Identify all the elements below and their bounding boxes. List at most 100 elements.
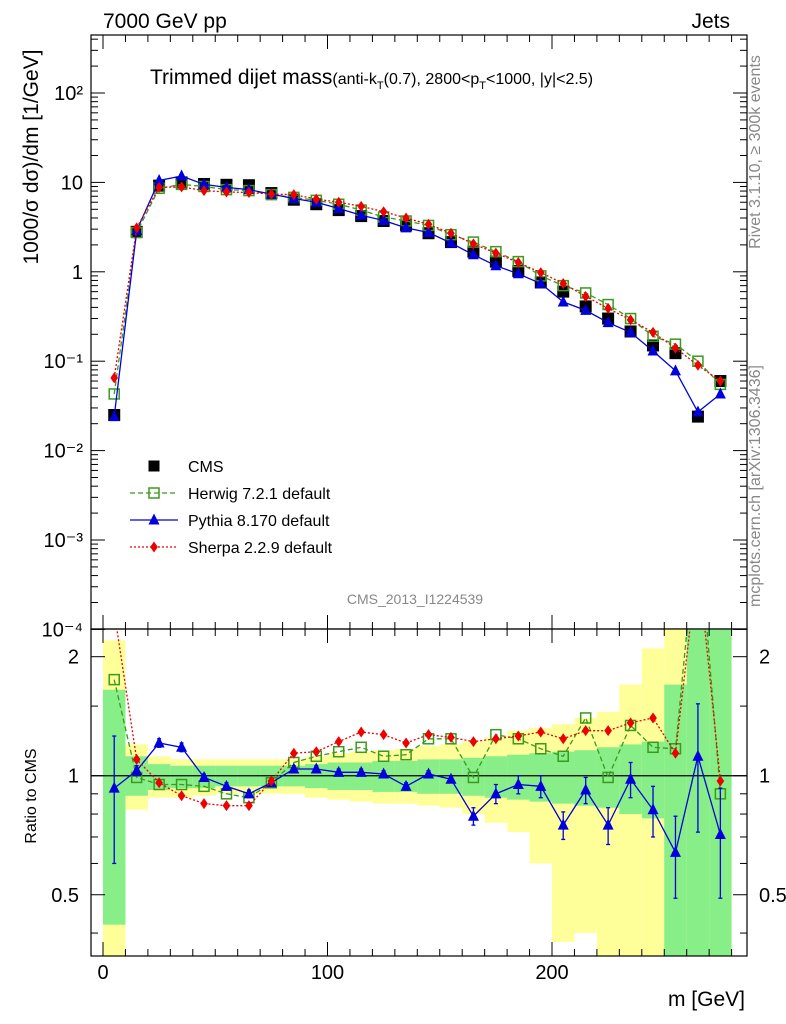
ratio-point <box>445 772 457 784</box>
ratio-tick-label: 0.5 <box>51 885 79 907</box>
ratio-point <box>402 737 410 749</box>
ratio-point <box>177 790 186 802</box>
ratio-point <box>267 775 276 787</box>
legend-marker <box>150 541 158 553</box>
ratio-point <box>490 787 502 799</box>
ratio-point <box>288 762 300 774</box>
ratio-tick-label: 1 <box>68 766 79 788</box>
title-sub-1: (anti-k <box>332 71 377 88</box>
y-tick-label: 10² <box>54 83 83 105</box>
y-tick-label: 1 <box>72 262 83 284</box>
ratio-point <box>557 750 569 763</box>
ratio-y-axis-label: Ratio to CMS <box>23 748 40 843</box>
uncertainty-band-green <box>596 747 620 808</box>
ratio-point <box>647 803 659 815</box>
legend-item: Pythia 8.170 default <box>130 513 330 530</box>
data-point <box>355 208 367 220</box>
ratio-point <box>175 778 188 791</box>
mcplots-label: mcplots.cern.ch [arXiv:1306.3436] <box>747 365 764 607</box>
data-point <box>692 405 704 417</box>
ratio-point <box>379 729 388 741</box>
main-y-axis-label: 1000/σ dσ)/dm [1/GeV] <box>20 49 43 264</box>
data-point <box>536 267 545 279</box>
uncertainty-band-yellow <box>574 717 597 934</box>
x-axis-label: m [GeV] <box>668 988 745 1011</box>
analysis-watermark: CMS_2013_I1224539 <box>347 591 483 607</box>
ratio-point <box>200 798 208 810</box>
legend-marker <box>148 487 160 499</box>
ratio-point <box>357 726 366 738</box>
series-line <box>113 186 721 382</box>
data-point <box>649 326 657 338</box>
legend-label: Sherpa 2.2.9 default <box>188 540 333 557</box>
data-point <box>222 186 231 198</box>
data-point <box>602 316 614 328</box>
ratio-point <box>647 741 659 754</box>
data-point <box>379 206 388 218</box>
data-point <box>402 212 410 224</box>
series-3 <box>110 181 725 387</box>
data-point <box>334 196 343 208</box>
ratio-plot-frame <box>90 628 748 957</box>
ratio-point <box>153 736 165 748</box>
legend-marker <box>148 460 160 472</box>
ratio-point <box>671 747 680 759</box>
ratio-tick-label-right: 0.5 <box>759 885 786 907</box>
ratio-point <box>378 767 390 779</box>
ratio-point <box>604 725 612 737</box>
ratio-point <box>243 787 255 799</box>
ratio-point <box>131 764 143 776</box>
ratio-point <box>176 740 188 752</box>
ratio-point <box>559 733 568 745</box>
ratio-point <box>377 750 390 763</box>
ratio-point <box>222 800 231 812</box>
ratio-point <box>312 746 321 758</box>
title-sub-2: (0.7), 2800<p <box>384 71 480 88</box>
header-right: Jets <box>691 10 730 33</box>
ratio-point <box>108 781 120 793</box>
data-point <box>153 174 165 186</box>
data-point <box>490 259 502 271</box>
data-point <box>557 295 569 307</box>
series-2 <box>108 169 726 422</box>
ratio-point <box>289 747 298 759</box>
data-point <box>400 221 412 233</box>
ratio-point <box>492 733 500 745</box>
ratio-point <box>716 775 725 787</box>
ratio-tick-label-right: 2 <box>759 647 770 669</box>
x-tick-label: 0 <box>97 962 108 984</box>
data-point <box>200 185 208 197</box>
legend-marker <box>148 513 160 525</box>
ratio-point <box>155 777 163 789</box>
ratio-point <box>694 555 702 566</box>
data-point <box>198 177 210 189</box>
legend-label: Pythia 8.170 default <box>188 513 330 530</box>
data-point <box>581 290 590 302</box>
uncertainty-band-green <box>552 751 575 804</box>
ratio-point <box>557 818 569 830</box>
ratio-point <box>355 741 367 754</box>
data-point <box>714 387 726 399</box>
data-point <box>447 227 455 239</box>
rivet-label: Rivet 3.1.10, ≥ 300k events <box>747 55 764 249</box>
data-point <box>423 226 435 238</box>
ratio-point <box>692 749 704 761</box>
ratio-point <box>535 779 547 791</box>
ratio-point <box>602 818 614 830</box>
ratio-point <box>512 778 524 790</box>
ratio-point <box>714 828 726 840</box>
data-point <box>177 181 186 193</box>
title-sub-3: <1000, |y|<2.5) <box>486 71 593 88</box>
data-point <box>535 276 547 288</box>
uncertainty-band-green <box>394 760 418 792</box>
data-point <box>289 189 298 201</box>
ratio-point <box>602 771 614 784</box>
ratio-tick-label-right: 1 <box>759 766 770 788</box>
uncertainty-band-green <box>641 741 665 819</box>
title-sub-T1: T <box>377 80 384 92</box>
data-point <box>625 325 637 337</box>
ratio-tick-label: 2 <box>68 647 79 669</box>
data-point <box>245 187 253 199</box>
ratio-point <box>580 783 592 795</box>
ratio-point <box>626 717 635 729</box>
